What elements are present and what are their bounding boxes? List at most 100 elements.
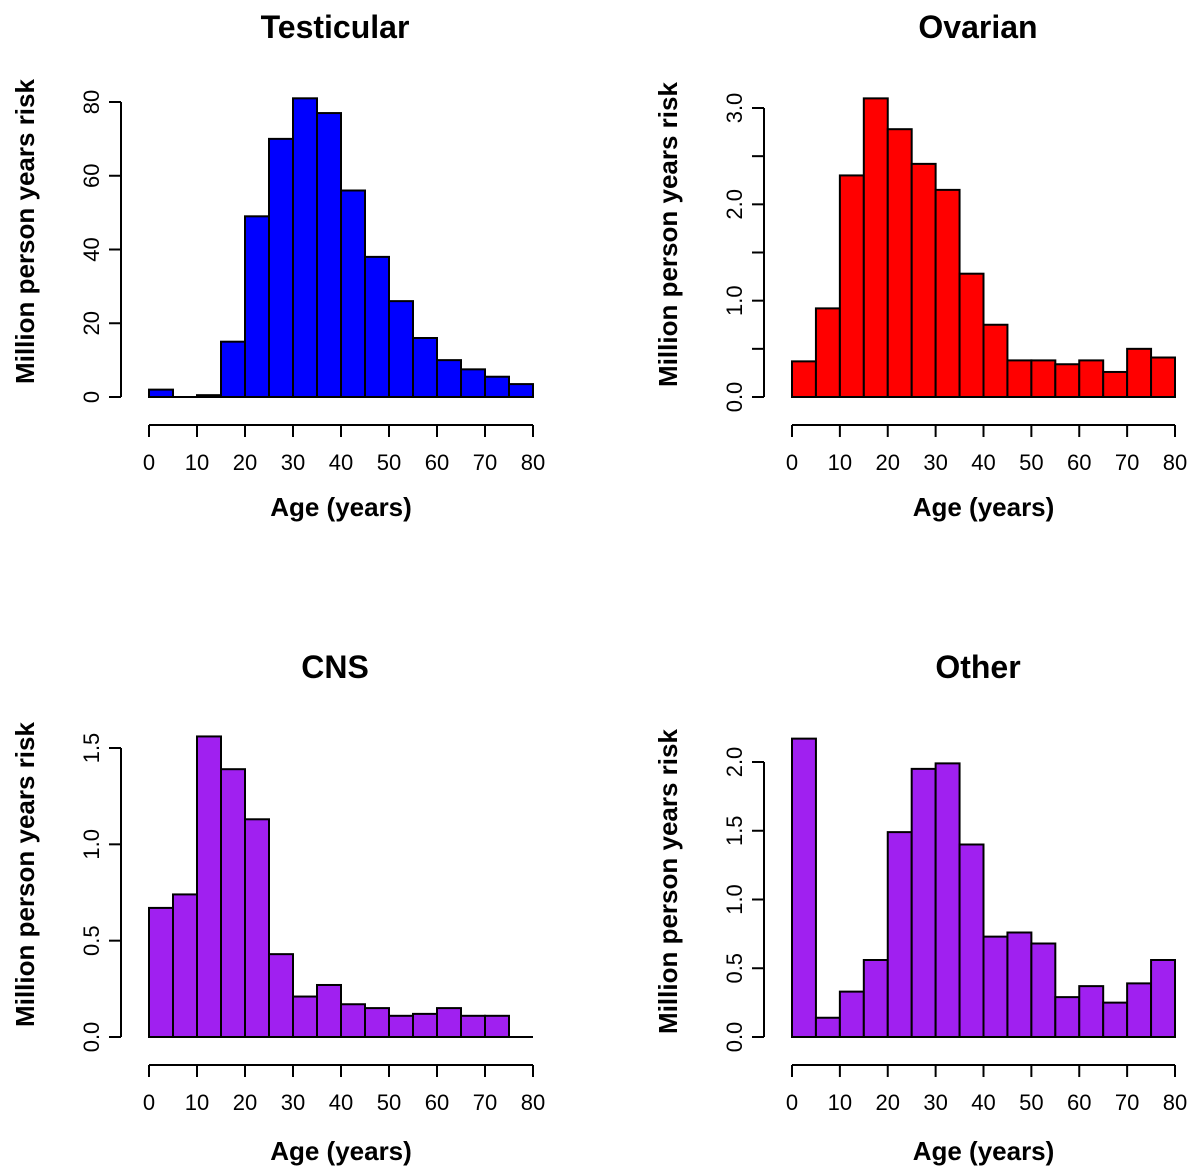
x-tick-label: 80 [521,450,545,475]
histogram-bar [268,953,294,1038]
histogram-bar [340,189,366,398]
histogram-bar [220,768,246,1039]
histogram-bar [1102,370,1129,399]
histogram-bar [364,255,390,398]
x-tick-label: 60 [1067,450,1091,475]
histogram-bar [1030,359,1057,399]
histogram-bar [412,1012,438,1039]
x-tick-label: 70 [1115,450,1139,475]
histogram-bar [886,128,913,398]
histogram-bar [910,162,937,398]
histogram-bar [508,383,534,398]
histogram-bar [814,307,841,398]
x-tick-label: 10 [185,1090,209,1115]
histogram-bar [886,831,913,1038]
y-tick-label: 0 [79,391,104,403]
histogram-bar [220,340,246,398]
x-tick-label: 0 [786,1090,798,1115]
x-tick-label: 10 [828,1090,852,1115]
y-axis-label: Million person years risk [10,722,40,1027]
x-tick-label: 0 [143,1090,155,1115]
x-tick-label: 80 [1163,1090,1187,1115]
x-tick-label: 70 [1115,1090,1139,1115]
histogram-bar [1054,363,1081,399]
histogram-bar [838,174,865,398]
y-tick-label: 1.0 [722,884,747,915]
histogram-bar [838,990,865,1038]
chart-panel-cns: CNS 0 10 20 30 40 50 60 70 80 0.0 0.5 1.0 1.5 Age (yea… [10,649,545,1166]
chart-title: CNS [301,649,369,685]
histogram-bar [982,323,1009,398]
histogram-bar [791,360,817,398]
x-tick-label: 50 [377,1090,401,1115]
histogram-bar [1006,931,1033,1038]
x-tick-label: 20 [233,450,257,475]
x-axis-label: Age (years) [913,1136,1055,1166]
y-tick-label: 80 [79,90,104,114]
x-tick-label: 30 [923,450,947,475]
x-tick-label: 40 [329,450,353,475]
histogram-bar [862,97,889,398]
x-tick-label: 10 [828,450,852,475]
histogram-bar [364,1007,390,1038]
histogram-bar [958,843,985,1038]
chart-panel-other: Other 0 10 20 30 40 50 60 70 80 0.0 0.5 1.0 1.5 2.0 Age… [653,649,1187,1166]
y-axis-label: Million person years risk [653,729,683,1034]
histogram-bar [958,272,985,398]
chart-panel-testicular: Testicular 0 10 20 30 40 50 60 70 80 0 20 40 60 80 Age … [10,9,545,522]
x-tick-label: 70 [473,1090,497,1115]
histogram-bar [172,893,198,1039]
y-tick-label: 2.0 [722,747,747,778]
x-tick-label: 50 [1019,450,1043,475]
histogram-bar [412,337,438,398]
histogram-bar [268,137,294,398]
x-tick-label: 80 [1163,450,1187,475]
histogram-bar [910,767,937,1038]
histogram-bar [484,375,510,398]
chart-title: Testicular [261,9,410,45]
histogram-bar [388,300,414,398]
x-tick-label: 20 [233,1090,257,1115]
histogram-bar [1126,982,1153,1038]
histogram-bar [316,112,342,398]
histogram-bar [1054,996,1081,1038]
histogram-bar [316,983,342,1038]
histogram-bar [1102,1001,1129,1038]
x-tick-label: 40 [971,1090,995,1115]
histogram-bar [244,818,270,1039]
y-tick-label: 2.0 [722,189,747,220]
x-tick-label: 30 [281,1090,305,1115]
histogram-bar [1126,347,1153,399]
x-tick-label: 60 [1067,1090,1091,1115]
x-tick-label: 20 [876,450,900,475]
x-tick-label: 70 [473,450,497,475]
y-tick-label: 1.0 [722,285,747,316]
y-tick-label: 60 [79,164,104,188]
y-tick-label: 0.5 [79,925,104,956]
x-axis-label: Age (years) [270,1136,412,1166]
histogram-bar [1030,942,1057,1038]
x-tick-label: 60 [425,1090,449,1115]
x-tick-label: 10 [185,450,209,475]
histogram-bar [484,1014,510,1038]
x-tick-label: 0 [786,450,798,475]
x-tick-label: 30 [923,1090,947,1115]
histogram-bar [460,1014,486,1038]
x-tick-label: 50 [1019,1090,1043,1115]
x-tick-label: 40 [329,1090,353,1115]
histogram-bar [340,1003,366,1038]
chart-panel-ovarian: Ovarian 0 10 20 30 40 50 60 70 80 0.0 1.0 2.0 3.0 Age … [653,9,1187,522]
histogram-bar [862,959,889,1038]
y-tick-label: 0.5 [722,953,747,984]
histogram-bar [388,1014,414,1038]
histogram-bar [982,935,1009,1038]
x-axis-label: Age (years) [270,492,412,522]
histogram-bar [148,906,174,1038]
y-tick-label: 0.0 [722,1022,747,1053]
chart-title: Ovarian [918,9,1037,45]
histogram-bar [934,762,961,1038]
y-tick-label: 1.0 [79,829,104,860]
histogram-bar [1078,359,1105,399]
histogram-bar [196,735,222,1038]
